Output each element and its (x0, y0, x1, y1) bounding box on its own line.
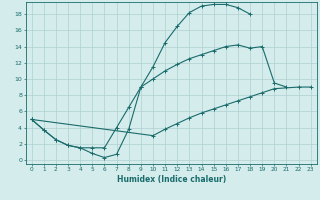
X-axis label: Humidex (Indice chaleur): Humidex (Indice chaleur) (116, 175, 226, 184)
